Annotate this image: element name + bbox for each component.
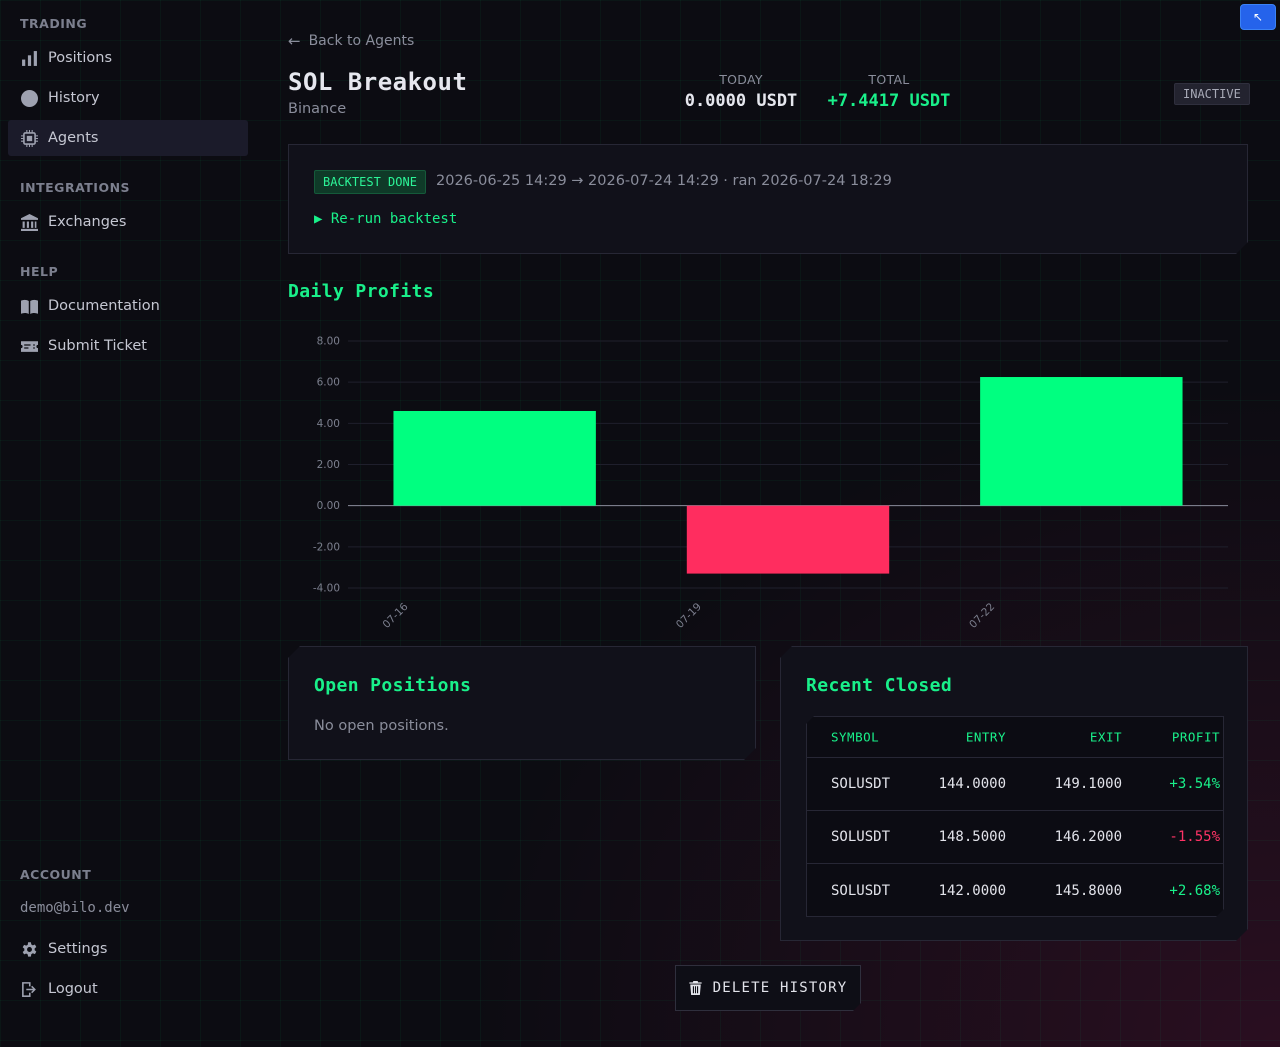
back-to-agents-link[interactable]: ← Back to Agents: [288, 32, 414, 50]
cell-exit: 149.1000: [1054, 776, 1122, 792]
stat-total-value: +7.4417 USDT: [827, 91, 951, 111]
sidebar-item-positions[interactable]: Positions: [8, 40, 248, 76]
bar-chart-icon: [20, 49, 38, 67]
cell-symbol: SOLUSDT: [831, 829, 891, 845]
bank-icon: [20, 213, 38, 231]
y-tick-label: -4.00: [313, 583, 340, 595]
delete-history-label: DELETE HISTORY: [712, 980, 848, 996]
table-row: SOLUSDT 148.5000 146.2000 -1.55%: [807, 811, 1223, 864]
open-positions-panel: Open Positions No open positions.: [288, 646, 756, 760]
cell-entry: 142.0000: [938, 882, 1006, 899]
backtest-range: 2026-06-25 14:29 → 2026-07-24 14:29 · ra…: [436, 173, 892, 189]
sidebar-item-label: Logout: [48, 981, 98, 997]
cell-exit: 145.8000: [1054, 882, 1122, 899]
sidebar-item-agents[interactable]: Agents: [8, 120, 248, 156]
cell-profit: +2.68%: [1169, 882, 1220, 899]
sidebar-item-documentation[interactable]: Documentation: [8, 288, 248, 324]
sidebar-item-submit-ticket[interactable]: Submit Ticket: [8, 328, 248, 364]
stat-today-value: 0.0000 USDT: [684, 91, 798, 111]
nav-heading-trading: TRADING: [20, 16, 88, 31]
clock-icon: [20, 89, 38, 107]
recent-closed-title: Recent Closed: [806, 675, 953, 696]
gear-icon: [20, 940, 38, 958]
sidebar-item-label: Documentation: [48, 298, 160, 314]
y-tick-label: 2.00: [317, 459, 340, 471]
daily-profits-title: Daily Profits: [288, 281, 435, 302]
cell-entry: 144.0000: [938, 776, 1006, 792]
table-header-row: SYMBOL ENTRY EXIT PROFIT: [807, 717, 1223, 758]
cell-profit: -1.55%: [1169, 829, 1220, 845]
sidebar-item-history[interactable]: History: [8, 80, 248, 116]
y-tick-label: 6.00: [317, 377, 340, 389]
stat-today-label: TODAY: [719, 72, 763, 87]
bar: [393, 410, 596, 506]
column-header-profit: PROFIT: [1171, 729, 1220, 745]
status-badge: INACTIVE: [1174, 83, 1250, 105]
cell-symbol: SOLUSDT: [831, 776, 891, 792]
sidebar: TRADING Positions History Agents INTEGRA…: [0, 0, 256, 1047]
x-tick-label: 07-19: [674, 601, 704, 631]
sidebar-item-label: History: [48, 90, 100, 106]
table-row: SOLUSDT 142.0000 145.8000 +2.68%: [807, 864, 1223, 917]
stat-total-label: TOTAL: [868, 72, 910, 87]
sidebar-item-logout[interactable]: Logout: [8, 971, 248, 1007]
backtest-panel: BACKTEST DONE 2026-06-25 14:29 → 2026-07…: [288, 144, 1248, 254]
agent-exchange: Binance: [288, 101, 347, 117]
x-tick-label: 07-22: [967, 601, 997, 631]
recent-closed-table: SYMBOL ENTRY EXIT PROFIT SOLUSDT 144.000…: [806, 716, 1224, 917]
bar: [686, 505, 890, 574]
stat-today: TODAY 0.0000 USDT: [671, 72, 811, 111]
sidebar-item-label: Settings: [48, 941, 108, 957]
back-link-label: Back to Agents: [308, 33, 415, 49]
arrow-left-icon: ←: [288, 32, 301, 50]
backtest-status-badge: BACKTEST DONE: [314, 170, 426, 194]
table-row: SOLUSDT 144.0000 149.1000 +3.54%: [807, 758, 1223, 811]
cell-exit: 146.2000: [1054, 829, 1122, 845]
page-title: SOL Breakout: [288, 68, 468, 96]
y-tick-label: 8.00: [317, 336, 340, 348]
y-tick-label: 4.00: [317, 418, 340, 430]
stat-total: TOTAL +7.4417 USDT: [814, 72, 964, 111]
rerun-backtest-toggle[interactable]: ▶ Re-run backtest: [314, 211, 458, 227]
sidebar-item-label: Exchanges: [48, 214, 127, 230]
logout-icon: [20, 980, 38, 998]
y-tick-label: 0.00: [317, 500, 340, 512]
ticket-icon: [20, 337, 38, 355]
sidebar-item-label: Submit Ticket: [48, 338, 147, 354]
sidebar-item-settings[interactable]: Settings: [8, 931, 248, 967]
sidebar-item-exchanges[interactable]: Exchanges: [8, 204, 248, 240]
open-positions-title: Open Positions: [314, 675, 472, 696]
book-open-icon: [20, 297, 38, 315]
cell-profit: +3.54%: [1169, 776, 1220, 792]
column-header-exit: EXIT: [1089, 729, 1122, 745]
recent-closed-panel: Recent Closed SYMBOL ENTRY EXIT PROFIT S…: [780, 646, 1248, 941]
y-tick-label: -2.00: [313, 541, 340, 553]
trash-icon: [689, 981, 703, 995]
nav-heading-help: HELP: [20, 264, 59, 279]
daily-profits-chart: 8.00 6.00 4.00 2.00 0.00 -2.00 -4.00 07-16 07-19…: [313, 336, 1228, 631]
nav-heading-integrations: INTEGRATIONS: [20, 180, 131, 195]
bar: [980, 377, 1183, 506]
x-tick-label: 07-16: [381, 601, 411, 631]
cell-symbol: SOLUSDT: [831, 882, 891, 899]
cell-entry: 148.5000: [938, 829, 1006, 845]
account-email: demo@bilo.dev: [20, 900, 130, 916]
no-open-positions-text: No open positions.: [314, 718, 449, 734]
sidebar-item-label: Agents: [48, 130, 99, 146]
cpu-chip-icon: [20, 129, 38, 147]
sidebar-item-label: Positions: [48, 50, 113, 66]
corner-pointer-button[interactable]: ↖: [1240, 4, 1276, 30]
column-header-entry: ENTRY: [965, 729, 1006, 745]
column-header-symbol: SYMBOL: [831, 729, 880, 745]
nav-heading-account: ACCOUNT: [20, 867, 92, 882]
delete-history-button[interactable]: DELETE HISTORY: [675, 965, 861, 1011]
